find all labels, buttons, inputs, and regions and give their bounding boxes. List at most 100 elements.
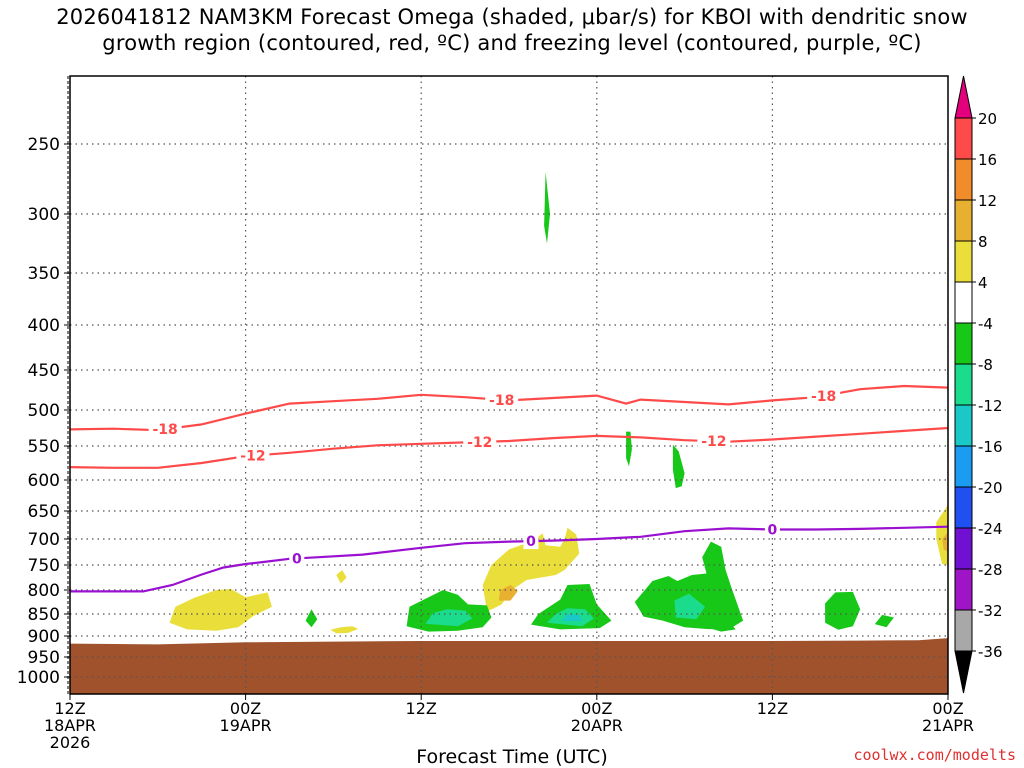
omega-region (672, 444, 685, 489)
omega-region (561, 614, 583, 621)
y-tick-label: 700 (28, 530, 60, 550)
contour-label-bg (289, 550, 305, 567)
omega-region (626, 431, 632, 467)
contour-label: -12 (467, 435, 492, 451)
contour-label-bg (523, 533, 539, 550)
x-tick-label: 00Z (230, 699, 261, 718)
y-tick-label: 800 (28, 581, 60, 601)
omega-region (674, 593, 706, 620)
contour-label: -12 (240, 449, 265, 465)
x-tick-label: 19APR (220, 716, 272, 735)
plot-frame (69, 75, 949, 695)
colorbar-segment (954, 568, 973, 611)
omega-region (498, 585, 518, 601)
contour-line (70, 384, 948, 432)
contour-label: 0 (292, 551, 302, 567)
colorbar-label: 8 (978, 233, 988, 251)
x-tick-label: 18APR (44, 716, 96, 735)
omega-region (706, 618, 736, 632)
ground-terrain (70, 638, 948, 694)
colorbar-segment (954, 281, 973, 324)
contour-label-bg (148, 421, 182, 438)
colorbar-label: -32 (978, 602, 1003, 620)
x-tick-label: 12Z (54, 699, 85, 718)
y-tick-label: 1000 (17, 668, 60, 688)
x-tick-label: 00Z (581, 699, 612, 718)
y-tick-label: 750 (28, 556, 60, 576)
colorbar-label: 12 (978, 192, 997, 210)
colorbar-top-arrow (954, 75, 973, 119)
colorbar-label: 16 (978, 151, 997, 169)
title-line-1: 2026041812 NAM3KM Forecast Omega (shaded… (56, 5, 968, 29)
y-tick-label: 850 (28, 605, 60, 625)
colorbar-segment (954, 240, 973, 283)
colorbar-label: -36 (978, 643, 1003, 661)
colorbar-segment (954, 199, 973, 242)
colorbar-segment (954, 363, 973, 406)
omega-region (330, 626, 359, 634)
credit-text: coolwx.com/modelts (853, 746, 1016, 764)
omega-region (544, 172, 550, 244)
contour-label-bg (697, 433, 731, 450)
y-tick-label: 400 (28, 316, 60, 336)
omega-region (874, 614, 894, 628)
colorbar-bottom-arrow (954, 650, 973, 694)
y-tick-label: 900 (28, 627, 60, 647)
x-tick-label: 00Z (932, 699, 963, 718)
y-tick-label: 450 (28, 361, 60, 381)
y-tick-label: 250 (28, 135, 60, 155)
colorbar-segment (954, 117, 973, 160)
colorbar-label: 20 (978, 110, 997, 128)
x-tick-label: 21APR (922, 716, 974, 735)
omega-region (825, 591, 861, 630)
omega-region (336, 570, 347, 584)
colorbar-segment (954, 322, 973, 365)
colorbar-label: -28 (978, 561, 1003, 579)
contour-line (70, 426, 948, 469)
contour-label-bg (764, 521, 780, 538)
contour-label: -12 (701, 434, 726, 450)
x-tick-label: 12Z (757, 699, 788, 718)
colorbar-segment (954, 609, 973, 652)
omega-region (169, 589, 272, 631)
title-line-2: growth region (contoured, red, ºC) and f… (102, 31, 922, 55)
colorbar-label: -12 (978, 397, 1003, 415)
contour-label: 0 (768, 522, 778, 538)
y-tick-label: 300 (28, 205, 60, 225)
colorbar-segment (954, 404, 973, 447)
x-tick-label: 12Z (406, 699, 437, 718)
y-tick-label: 950 (28, 648, 60, 668)
colorbar-label: -20 (978, 479, 1003, 497)
colorbar-segment (954, 486, 973, 529)
omega-region (305, 609, 318, 628)
colorbar-label: -16 (978, 438, 1003, 456)
contour-label-bg (463, 433, 497, 450)
contour-label: 0 (526, 534, 536, 550)
contour-label-bg (807, 387, 841, 404)
y-tick-label: 650 (28, 502, 60, 522)
y-tick-label: 600 (28, 471, 60, 491)
colorbar-label: 4 (978, 274, 988, 292)
colorbar-label: -24 (978, 520, 1003, 538)
x-tick-label: 20APR (571, 716, 623, 735)
contour-label: -18 (489, 393, 514, 409)
chart-title: 2026041812 NAM3KM Forecast Omega (shaded… (0, 4, 1024, 56)
colorbar-segment (954, 445, 973, 488)
contour-line (70, 525, 948, 593)
x-tick-label: 2026 (50, 733, 91, 752)
colorbar-label: -8 (978, 356, 993, 374)
y-tick-label: 550 (28, 437, 60, 457)
contour-label-bg (485, 391, 519, 408)
omega-region (634, 541, 744, 630)
plot-area: -18 -18 -18 -12 -12 -12 0 0 0 (70, 76, 948, 694)
omega-region (942, 532, 948, 552)
y-tick-label: 500 (28, 401, 60, 421)
colorbar-segment (954, 158, 973, 201)
colorbar-label: -4 (978, 315, 993, 333)
y-tick-label: 350 (28, 264, 60, 284)
contour-label-bg (236, 447, 270, 464)
colorbar-segment (954, 527, 973, 570)
x-axis-label: Forecast Time (UTC) (416, 746, 608, 768)
contour-label: -18 (811, 389, 836, 405)
